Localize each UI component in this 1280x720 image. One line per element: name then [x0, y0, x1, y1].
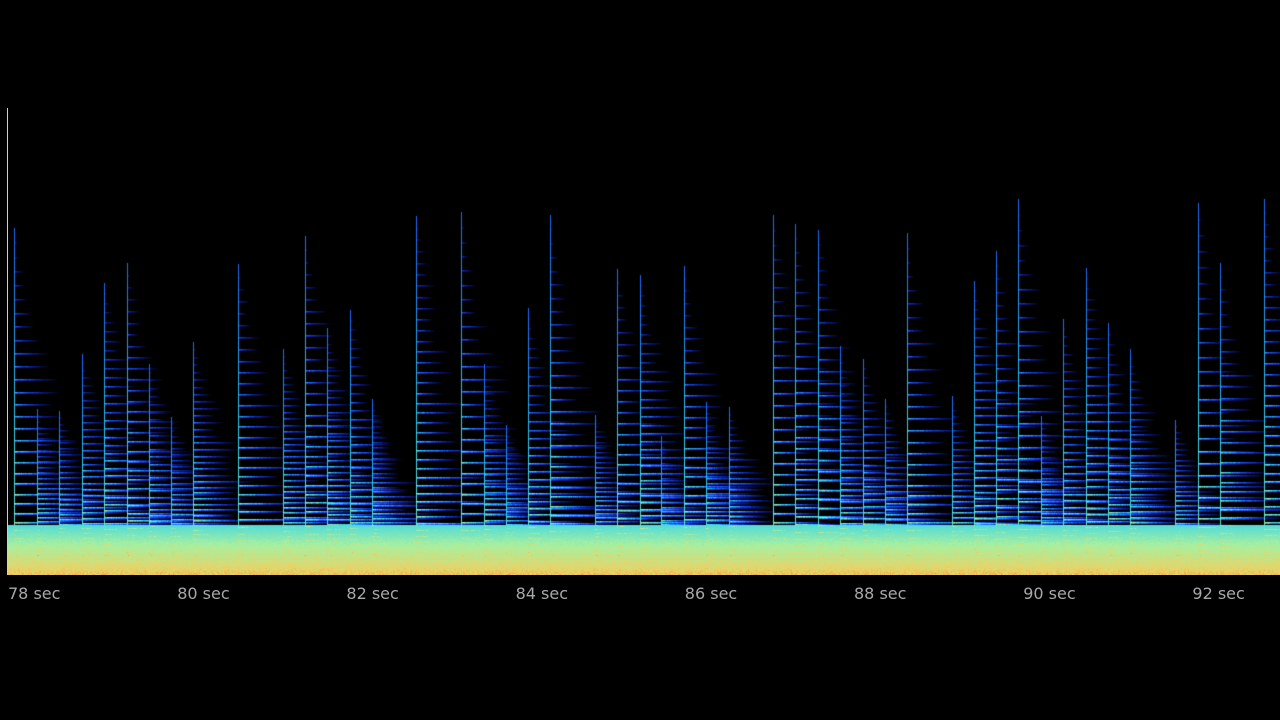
x-tick-label: 78 sec [8, 584, 61, 603]
x-tick-label: 92 sec [1192, 584, 1245, 603]
x-tick-label: 86 sec [684, 584, 738, 603]
x-tick-label: 88 sec [854, 584, 907, 603]
x-tick-label: 82 sec [346, 584, 399, 603]
x-tick-label: 90 sec [1023, 584, 1076, 603]
x-tick-label: 84 sec [515, 584, 569, 603]
spectrogram-canvas [8, 108, 1280, 575]
x-tick-label: 80 sec [177, 584, 230, 603]
